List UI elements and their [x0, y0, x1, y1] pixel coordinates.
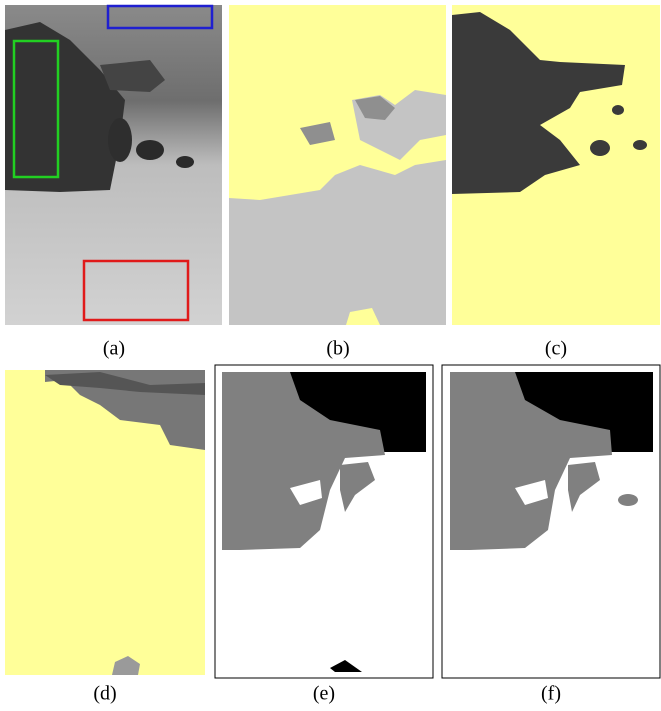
figure: (a) (b) (c) (d) (e) [0, 0, 661, 711]
panel-label: (b) [326, 338, 349, 360]
panel-e [215, 365, 433, 678]
region-gray [618, 494, 638, 506]
panel-f [442, 365, 660, 678]
panel-label: (c) [545, 338, 567, 360]
panel-d [5, 370, 205, 675]
panel-label: (d) [93, 683, 116, 705]
rock [633, 140, 647, 150]
panel-label: (a) [103, 338, 125, 360]
rock [176, 156, 194, 168]
panel-b [229, 5, 446, 325]
rock [590, 140, 610, 156]
panel-label: (f) [541, 683, 561, 705]
rock [136, 140, 164, 160]
panel-a [5, 5, 222, 325]
panel-c [452, 5, 660, 325]
rock [108, 118, 132, 162]
rock [612, 105, 624, 115]
panel-label: (e) [313, 683, 335, 705]
